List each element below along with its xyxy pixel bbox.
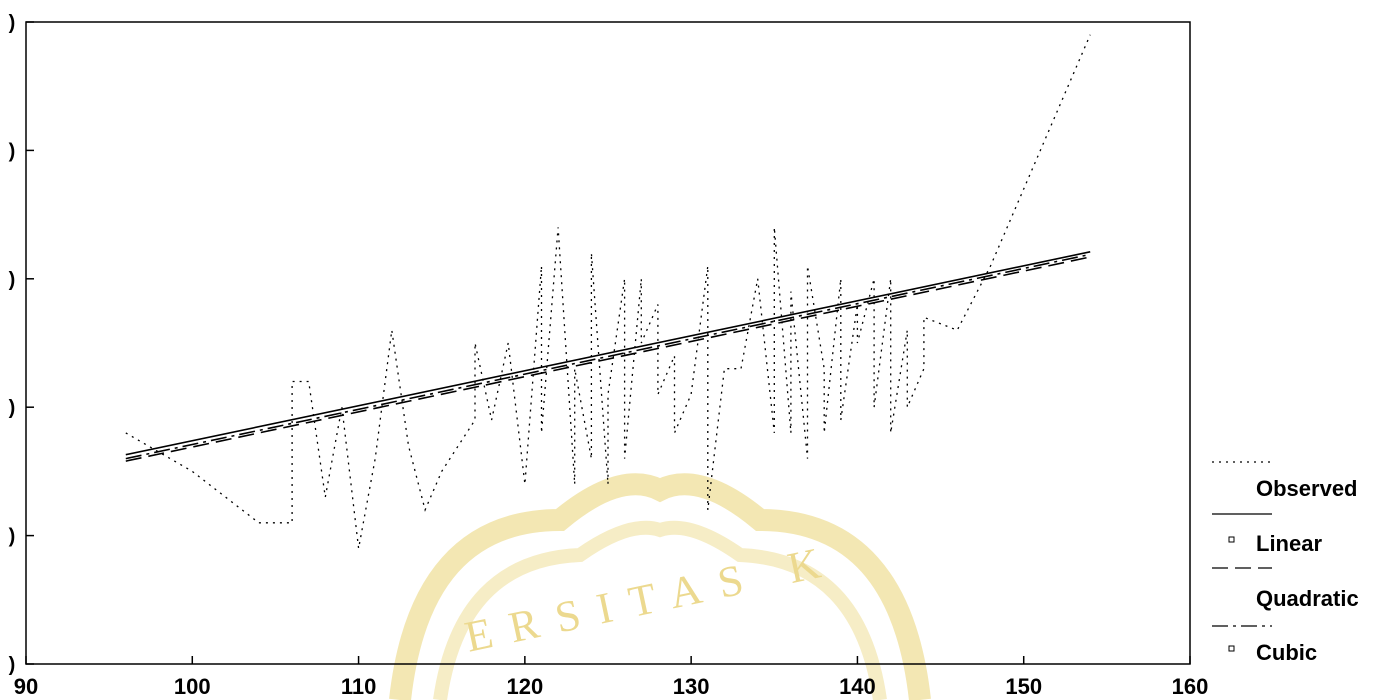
plot-frame [25,21,1191,665]
y-tick-label: ) [9,269,16,291]
legend-label-observed: Observed [1256,476,1358,501]
series-line-quadratic [125,256,1091,462]
series-line-cubic [125,253,1091,460]
legend-label-linear: Linear [1256,531,1322,556]
y-tick-label: ) [9,140,16,162]
x-tick-label: 100 [174,674,211,699]
legend-label-cubic: Cubic [1256,640,1317,665]
series-line-linear [125,251,1091,456]
x-tick-label: 120 [506,674,543,699]
y-tick-label: ) [9,654,16,676]
watermark-arc [389,473,931,700]
legend-label-quadratic: Quadratic [1256,586,1359,611]
x-tick-label: 110 [341,674,377,699]
series-line-observed [125,34,1091,549]
legend-marker-linear [1228,536,1235,543]
x-tick-label: 90 [14,674,38,699]
watermark: ERSITAS K [389,473,931,700]
y-tick-label: ) [9,526,16,548]
x-tick-label: 140 [839,674,876,699]
y-tick-label: ) [9,12,16,34]
series-layer [125,34,1091,549]
axes-layer: 90 100 110 120 130 140 150 160)))))) [9,12,1209,699]
x-tick-label: 160 [1172,674,1209,699]
x-tick-label: 130 [673,674,710,699]
legend-marker-cubic [1228,645,1235,652]
watermark-text: ERSITAS K [461,535,843,662]
y-tick-label: ) [9,397,16,419]
x-tick-label: 150 [1005,674,1042,699]
plot-area [25,21,1191,665]
watermark-arc-inner [433,520,887,700]
legend: Observed Linear Quadratic Cubic [1212,461,1359,665]
